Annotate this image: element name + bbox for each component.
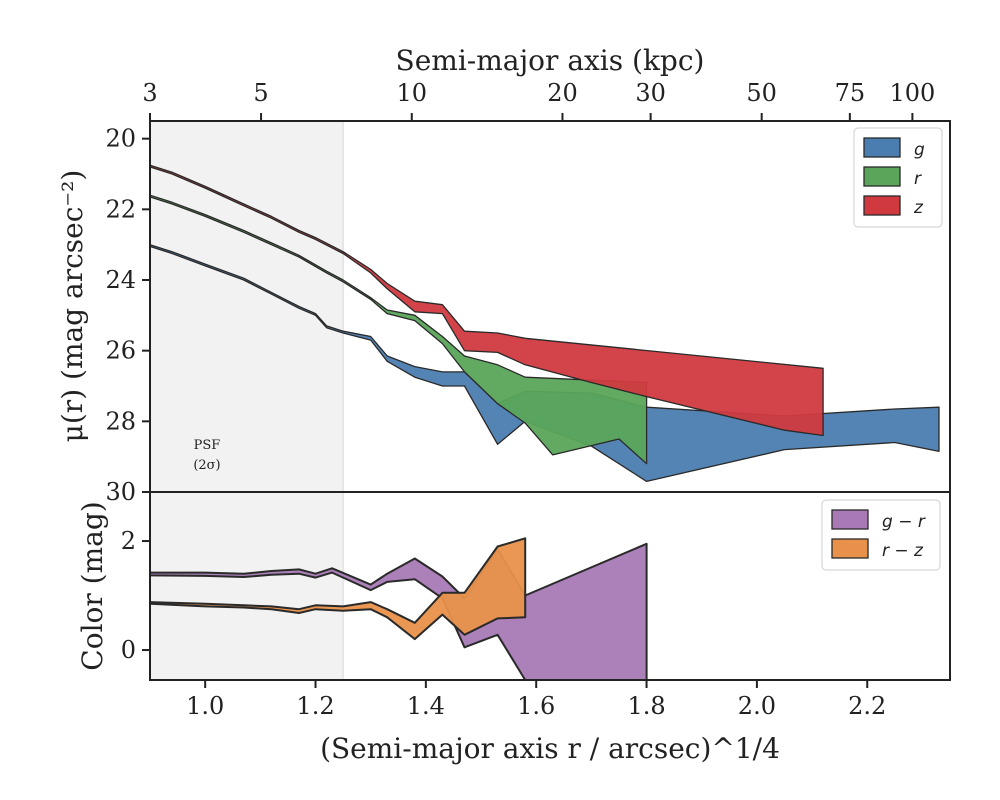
top-x-tick-label: 30 (635, 79, 666, 107)
axis-ticks: 20 22 24 26 28 30 0 2 1.0 1.2 1.4 1.6 1.8 2.0 2.2 3 5 10 2… (105, 79, 935, 720)
top-y-tick-label: 28 (105, 407, 136, 435)
bottom-x-tick-label: 2.0 (738, 692, 776, 720)
legend-label: r (914, 169, 922, 189)
psf-region (150, 121, 344, 680)
legend-label: g − r (882, 512, 926, 532)
top-x-tick-label: 20 (547, 79, 578, 107)
color-band-0 (150, 542, 648, 680)
psf-label-line1: PSF (194, 438, 221, 453)
top-y-tick-label: 30 (105, 478, 136, 506)
top-y-tick-label: 24 (105, 266, 136, 294)
color-band-1 (150, 537, 527, 641)
bottom-x-tick-label: 1.0 (186, 692, 224, 720)
legend-swatch (863, 195, 901, 216)
band-0 (150, 244, 940, 483)
legend-label: r − z (882, 541, 924, 561)
bottom-y-tick-label: 0 (121, 636, 136, 664)
bottom-x-tick-label: 1.8 (627, 692, 665, 720)
bottom-x-tick-label: 2.2 (848, 692, 886, 720)
bottom-panel-frame (149, 491, 951, 681)
bottom-x-tick-label: 1.4 (407, 692, 445, 720)
top-x-tick-label: 10 (396, 79, 427, 107)
top-x-tick-label: 75 (835, 79, 866, 107)
top-y-tick-label: 20 (105, 125, 136, 153)
top-y-tick-label: 26 (105, 337, 136, 365)
bottom-panel-series (150, 537, 648, 680)
bottom-x-tick-label: 1.2 (296, 692, 334, 720)
band-2 (150, 164, 824, 437)
top-x-tick-label: 3 (142, 79, 157, 107)
legend-swatch (831, 538, 869, 559)
psf-label-line2: (2σ) (193, 458, 220, 473)
legend-label: g (914, 140, 925, 160)
legend-swatch (863, 137, 901, 158)
top-y-axis-label: μ(r) (mag arcsec⁻²) (56, 170, 89, 443)
top-x-tick-label: 5 (253, 79, 268, 107)
legend-swatch (831, 509, 869, 530)
legend-swatch (863, 166, 901, 187)
legend-label: z (913, 198, 924, 218)
top-panel-series (150, 164, 940, 483)
top-x-tick-label: 50 (746, 79, 777, 107)
bottom-x-tick-label: 1.6 (517, 692, 555, 720)
legends: grz g − r r − z (821, 127, 943, 571)
bottom-y-tick-label: 2 (121, 527, 136, 555)
band-1 (150, 194, 648, 465)
bottom-x-axis-label: (Semi-major axis r / arcsec)^1/4 (320, 732, 780, 765)
top-axis-label: Semi-major axis (kpc) (396, 44, 705, 77)
bottom-y-axis-label: Color (mag) (76, 501, 109, 670)
top-x-tick-label: 100 (889, 79, 935, 107)
top-y-tick-label: 22 (105, 195, 136, 223)
